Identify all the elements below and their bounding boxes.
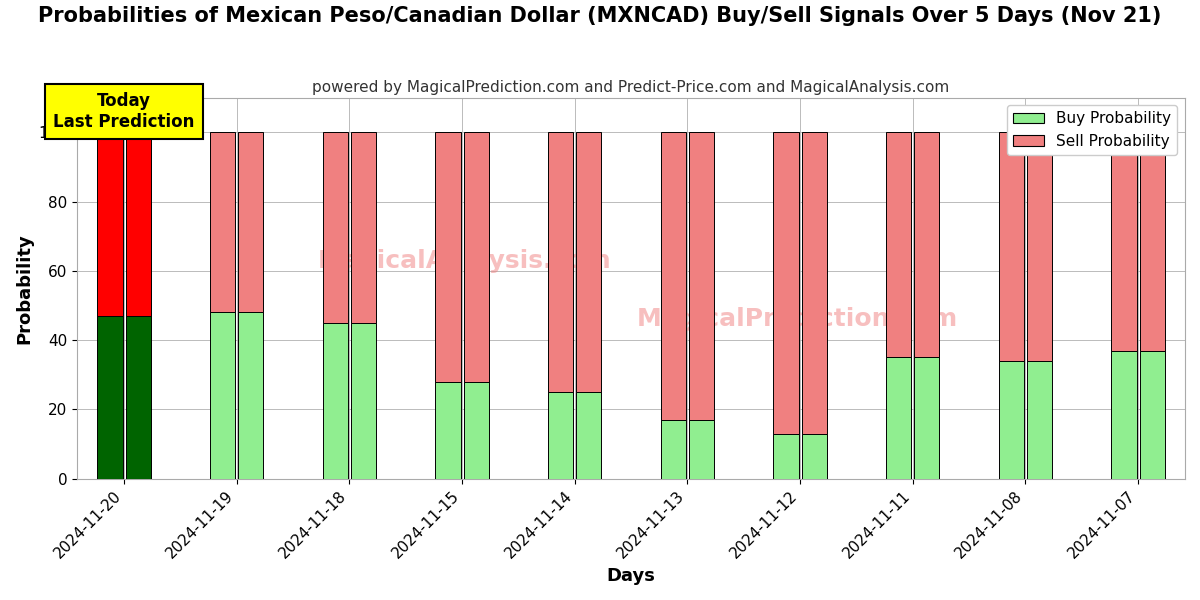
Bar bbox=[773, 434, 799, 479]
Bar bbox=[802, 434, 827, 479]
Text: MagicalPrediction.com: MagicalPrediction.com bbox=[637, 307, 958, 331]
Bar bbox=[1140, 350, 1165, 479]
Bar bbox=[802, 132, 827, 434]
Bar bbox=[661, 420, 686, 479]
Bar bbox=[1027, 132, 1052, 361]
Bar bbox=[97, 132, 122, 316]
Bar bbox=[689, 420, 714, 479]
Bar bbox=[97, 316, 122, 479]
Bar bbox=[548, 392, 574, 479]
Bar bbox=[1111, 132, 1136, 350]
Bar bbox=[998, 361, 1024, 479]
Bar bbox=[463, 132, 488, 382]
Bar bbox=[914, 132, 940, 358]
Y-axis label: Probability: Probability bbox=[14, 233, 32, 344]
Bar bbox=[126, 132, 151, 316]
Bar bbox=[210, 313, 235, 479]
Bar bbox=[661, 132, 686, 420]
Bar bbox=[239, 132, 264, 313]
Legend: Buy Probability, Sell Probability: Buy Probability, Sell Probability bbox=[1007, 105, 1177, 155]
Bar bbox=[548, 132, 574, 392]
Bar bbox=[998, 132, 1024, 361]
Bar bbox=[210, 132, 235, 313]
Bar bbox=[773, 132, 799, 434]
X-axis label: Days: Days bbox=[607, 567, 655, 585]
Bar bbox=[576, 392, 601, 479]
Bar bbox=[323, 132, 348, 323]
Title: powered by MagicalPrediction.com and Predict-Price.com and MagicalAnalysis.com: powered by MagicalPrediction.com and Pre… bbox=[312, 80, 949, 95]
Bar bbox=[350, 132, 376, 323]
Bar bbox=[323, 323, 348, 479]
Bar bbox=[463, 382, 488, 479]
Bar bbox=[436, 382, 461, 479]
Bar bbox=[886, 132, 911, 358]
Bar bbox=[1140, 132, 1165, 350]
Bar bbox=[886, 358, 911, 479]
Bar bbox=[436, 132, 461, 382]
Bar bbox=[576, 132, 601, 392]
Text: Today
Last Prediction: Today Last Prediction bbox=[54, 92, 194, 131]
Bar bbox=[689, 132, 714, 420]
Bar bbox=[914, 358, 940, 479]
Text: MagicalAnalysis.com: MagicalAnalysis.com bbox=[318, 250, 612, 274]
Bar bbox=[126, 316, 151, 479]
Bar bbox=[239, 313, 264, 479]
Bar bbox=[350, 323, 376, 479]
Bar bbox=[1111, 350, 1136, 479]
Bar bbox=[1027, 361, 1052, 479]
Text: Probabilities of Mexican Peso/Canadian Dollar (MXNCAD) Buy/Sell Signals Over 5 D: Probabilities of Mexican Peso/Canadian D… bbox=[38, 6, 1162, 26]
